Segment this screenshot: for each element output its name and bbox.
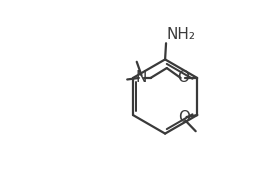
Text: O: O (178, 110, 190, 125)
Text: O: O (177, 70, 189, 85)
Text: NH₂: NH₂ (167, 27, 196, 42)
Text: N: N (136, 70, 147, 85)
